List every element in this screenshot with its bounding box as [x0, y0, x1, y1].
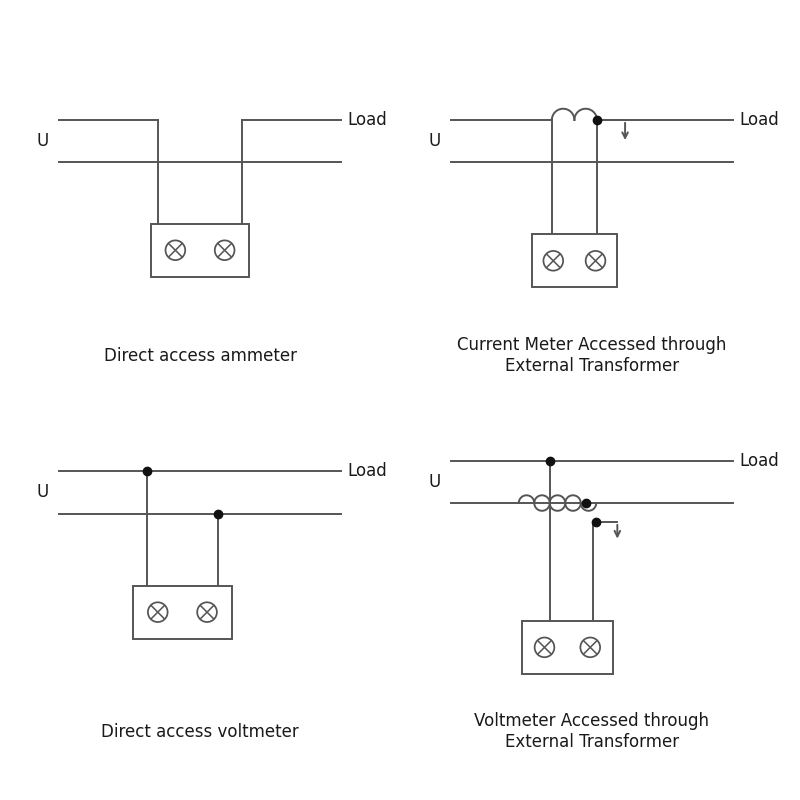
Text: Direct access voltmeter: Direct access voltmeter — [101, 723, 299, 741]
Text: Load: Load — [348, 111, 387, 129]
Bar — [133, 586, 232, 638]
Bar — [522, 621, 613, 674]
Text: Direct access ammeter: Direct access ammeter — [103, 347, 297, 365]
Bar — [150, 224, 250, 277]
Text: Voltmeter Accessed through
External Transformer: Voltmeter Accessed through External Tran… — [474, 713, 710, 751]
Text: Load: Load — [740, 452, 779, 470]
Text: Load: Load — [740, 111, 779, 129]
Text: U: U — [36, 132, 49, 150]
Text: U: U — [428, 473, 441, 491]
Bar — [532, 234, 617, 287]
Text: U: U — [428, 132, 441, 150]
Text: Load: Load — [348, 462, 387, 480]
Text: Current Meter Accessed through
External Transformer: Current Meter Accessed through External … — [458, 337, 726, 375]
Text: U: U — [36, 483, 49, 502]
